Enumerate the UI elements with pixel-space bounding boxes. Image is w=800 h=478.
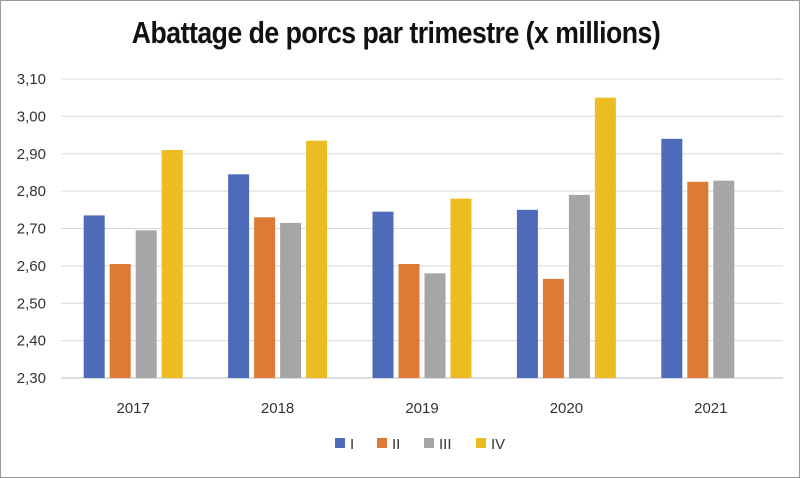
bar-2019-III <box>424 273 446 378</box>
x-tick-label: 2017 <box>117 400 150 417</box>
legend-label-III: III <box>439 436 452 453</box>
legend-swatch-II <box>377 438 387 448</box>
legend-label-IV: IV <box>491 436 505 453</box>
y-tick-label: 2,40 <box>17 333 46 350</box>
y-tick-label: 2,90 <box>17 146 46 163</box>
bar-2020-III <box>568 194 590 378</box>
x-tick-label: 2019 <box>405 400 438 417</box>
x-axis-ticks: 2017 2018 2019 2020 2021 <box>117 400 728 417</box>
legend-label-II: II <box>392 436 400 453</box>
legend-label-I: I <box>350 436 354 453</box>
y-tick-label: 2,70 <box>17 221 46 238</box>
bar-2021-III <box>713 180 735 378</box>
bar-2021-II <box>687 181 709 378</box>
x-tick-label: 2021 <box>694 400 727 417</box>
y-tick-label: 2,60 <box>17 258 46 275</box>
bar-2018-III <box>280 222 302 378</box>
bar-2017-I <box>83 215 105 378</box>
bar-2021-I <box>661 138 683 378</box>
bar-2019-II <box>398 264 420 378</box>
y-axis-ticks: 2,30 2,40 2,50 2,60 2,70 2,80 2,90 3,00 3,10 <box>17 71 46 387</box>
x-tick-label: 2020 <box>550 400 583 417</box>
bars <box>83 97 735 378</box>
chart-title: Abattage de porcs par trimestre (x milli… <box>131 15 661 50</box>
bar-2017-II <box>109 264 131 378</box>
bar-2019-I <box>372 211 394 378</box>
legend-swatch-IV <box>476 438 486 448</box>
bar-2020-IV <box>594 97 616 378</box>
bar-2017-III <box>135 230 157 378</box>
bar-2019-IV <box>450 198 472 378</box>
legend-swatch-III <box>424 438 434 448</box>
y-tick-label: 3,00 <box>17 108 46 125</box>
x-tick-label: 2018 <box>261 400 294 417</box>
bar-2020-I <box>516 209 538 378</box>
legend-swatch-I <box>335 438 345 448</box>
y-tick-label: 3,10 <box>17 71 46 88</box>
bar-2018-IV <box>306 140 328 378</box>
y-tick-label: 2,80 <box>17 183 46 200</box>
y-tick-label: 2,30 <box>17 370 46 387</box>
bar-2018-I <box>228 174 250 378</box>
legend: I II III IV <box>335 436 505 453</box>
bar-2017-IV <box>161 150 183 378</box>
bar-2020-II <box>542 278 564 378</box>
bar-2018-II <box>254 217 276 378</box>
y-tick-label: 2,50 <box>17 295 46 312</box>
